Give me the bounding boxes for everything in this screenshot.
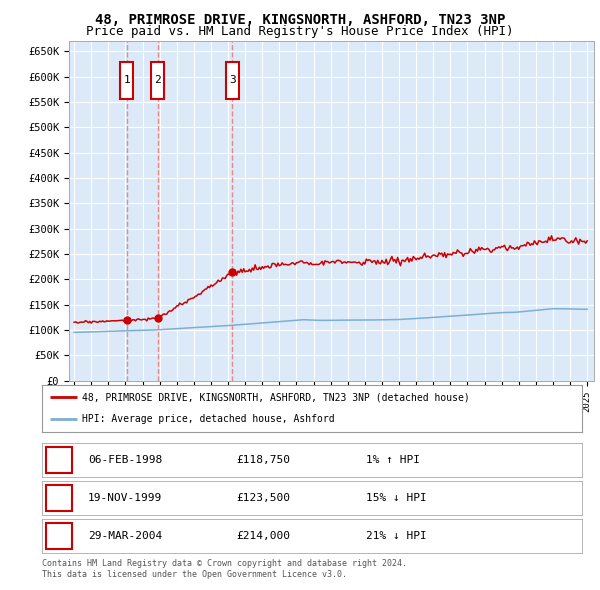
Text: 2: 2 (154, 76, 161, 86)
Text: Contains HM Land Registry data © Crown copyright and database right 2024.
This d: Contains HM Land Registry data © Crown c… (42, 559, 407, 579)
Text: 1% ↑ HPI: 1% ↑ HPI (366, 455, 420, 464)
Text: £123,500: £123,500 (236, 493, 290, 503)
Bar (46, 447, 72, 473)
Text: 48, PRIMROSE DRIVE, KINGSNORTH, ASHFORD, TN23 3NP: 48, PRIMROSE DRIVE, KINGSNORTH, ASHFORD,… (95, 13, 505, 27)
Text: Price paid vs. HM Land Registry's House Price Index (HPI): Price paid vs. HM Land Registry's House … (86, 25, 514, 38)
Text: 48, PRIMROSE DRIVE, KINGSNORTH, ASHFORD, TN23 3NP (detached house): 48, PRIMROSE DRIVE, KINGSNORTH, ASHFORD,… (83, 392, 470, 402)
Bar (151, 61, 164, 99)
Bar (121, 61, 133, 99)
Text: HPI: Average price, detached house, Ashford: HPI: Average price, detached house, Ashf… (83, 414, 335, 424)
Text: 1: 1 (124, 76, 130, 86)
Text: 29-MAR-2004: 29-MAR-2004 (88, 532, 162, 541)
Text: 21% ↓ HPI: 21% ↓ HPI (366, 532, 427, 541)
Text: £118,750: £118,750 (236, 455, 290, 464)
Text: 1: 1 (56, 453, 63, 466)
Bar (46, 485, 72, 511)
Text: 3: 3 (56, 530, 63, 543)
Text: 19-NOV-1999: 19-NOV-1999 (88, 493, 162, 503)
Text: £214,000: £214,000 (236, 532, 290, 541)
Text: 15% ↓ HPI: 15% ↓ HPI (366, 493, 427, 503)
Bar (46, 523, 72, 549)
Text: 06-FEB-1998: 06-FEB-1998 (88, 455, 162, 464)
Text: 3: 3 (229, 76, 236, 86)
Text: 2: 2 (56, 491, 63, 504)
Bar (226, 61, 239, 99)
